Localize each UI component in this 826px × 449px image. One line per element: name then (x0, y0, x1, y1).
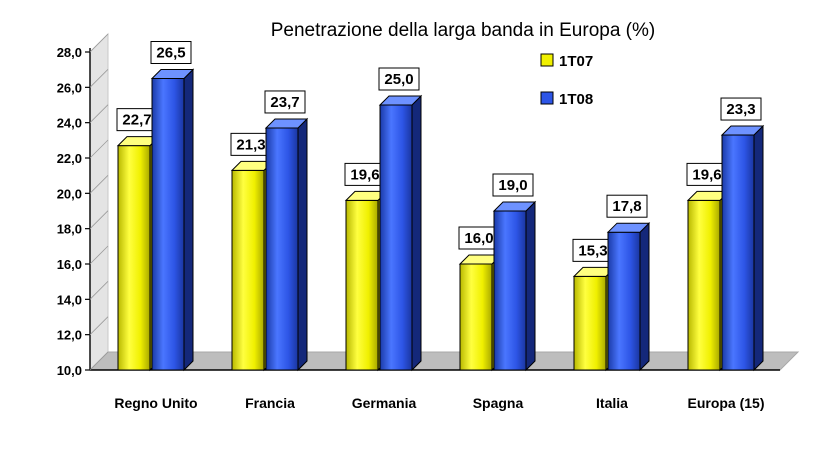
data-label-box (150, 41, 192, 64)
bar-top-face (606, 222, 651, 233)
data-label: 19,6 (350, 166, 379, 183)
bar-1T08-italia[interactable] (607, 231, 641, 371)
bar-side-face (183, 68, 194, 372)
x-tick-label: Spagna (473, 395, 524, 411)
bar-top-face (264, 118, 309, 129)
bar-1T08-spagna[interactable] (493, 210, 527, 371)
data-label: 17,8 (612, 198, 641, 215)
x-tick-label: Germania (352, 395, 417, 411)
x-tick-label: Europa (15) (687, 395, 764, 411)
data-label-box (378, 67, 420, 91)
y-tick-label: 24,0 (57, 116, 82, 131)
x-tick-label: Italia (596, 395, 628, 411)
y-tick-label: 16,0 (57, 257, 82, 272)
bar-1T07-regno-unito[interactable] (117, 145, 151, 371)
plot-area: 10,0 12,0 14,0 16,0 18,0 20,0 22,0 24,0 26,0 28,0… (57, 32, 800, 411)
y-tick-label: 18,0 (57, 222, 82, 237)
data-label: 26,5 (156, 45, 185, 62)
bar-1T08-europa-15-[interactable] (721, 134, 755, 371)
bar-1T08-germania[interactable] (379, 104, 413, 371)
y-tick-depth-line (89, 351, 109, 371)
y-tick-label: 12,0 (57, 328, 82, 343)
data-label: 23,3 (726, 101, 755, 118)
y-tick-label: 22,0 (57, 151, 82, 166)
bar-1T08-regno-unito[interactable] (151, 78, 185, 371)
data-label-box (606, 194, 648, 218)
y-tick-label: 14,0 (57, 292, 82, 307)
bar-top-face (492, 201, 537, 212)
data-label-box (492, 173, 534, 197)
data-label: 25,0 (384, 71, 413, 88)
legend-swatch-1T08 (540, 91, 554, 105)
bar-top-face (720, 125, 765, 136)
bar-side-face (525, 200, 536, 372)
y-tick-depth-line (89, 69, 109, 88)
y-tick-depth-line (89, 104, 109, 123)
y-tick-depth-line (89, 316, 109, 335)
y-tick-depth-line (89, 175, 109, 194)
y-tick-depth-line (89, 245, 109, 265)
bar-1T07-europa-15-[interactable] (687, 199, 721, 371)
chart-title: Penetrazione della larga banda in Europa… (271, 20, 655, 41)
bar-side-face (753, 124, 764, 372)
bar-side-face (297, 117, 308, 372)
data-label: 22,7 (122, 112, 151, 129)
y-tick-label: 28,0 (57, 45, 82, 60)
y-tick-depth-line (89, 210, 109, 229)
y-tick-label: 26,0 (57, 80, 82, 95)
data-label: 15,3 (578, 242, 607, 259)
y-tick-label: 20,0 (57, 186, 82, 201)
data-label-box (720, 97, 762, 121)
bar-top-face (378, 95, 423, 106)
bar-1T07-spagna[interactable] (459, 263, 493, 371)
bar-1T07-germania[interactable] (345, 199, 379, 371)
bar-side-face (411, 94, 422, 372)
bar-top-face (150, 69, 195, 79)
bar-1T07-italia[interactable] (573, 275, 607, 371)
data-label: 16,0 (464, 230, 493, 247)
y-tick-depth-line (89, 33, 109, 53)
y-tick-label: 10,0 (57, 363, 82, 378)
legend-label-1T07: 1T07 (559, 53, 593, 70)
x-tick-label: Regno Unito (114, 395, 197, 411)
legend-label-1T08: 1T08 (559, 91, 593, 108)
data-label: 19,0 (498, 177, 527, 194)
data-label: 23,7 (270, 94, 299, 111)
bar-side-face (639, 221, 650, 372)
bar-1T08-francia[interactable] (265, 127, 299, 371)
y-tick-depth-line (89, 281, 109, 300)
x-tick-label: Francia (245, 395, 295, 411)
data-label: 21,3 (236, 136, 265, 153)
data-label-box (264, 90, 306, 114)
y-tick-depth-line (89, 139, 109, 159)
data-label: 19,6 (692, 166, 721, 183)
bar-1T07-francia[interactable] (231, 169, 265, 371)
legend-swatch-1T07 (540, 53, 554, 67)
